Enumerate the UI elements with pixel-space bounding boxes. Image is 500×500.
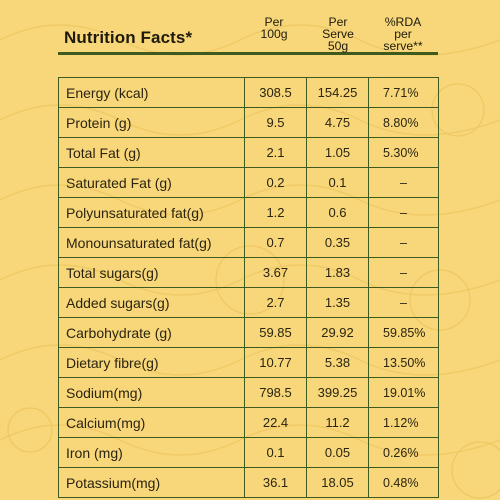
value-rda: – [368, 167, 439, 198]
value-rda: – [368, 197, 439, 228]
value-rda: 59.85% [368, 317, 439, 348]
table-row: Polyunsaturated fat(g) 1.2 0.6– [58, 197, 439, 228]
table-row: Energy (kcal) 308.5 154.25 7.71% [58, 77, 439, 108]
value-rda: 1.12% [368, 407, 439, 438]
value-per-serve: 399.25 [306, 377, 369, 408]
nutrient-name: Energy (kcal) [58, 77, 245, 108]
table-row: Monounsaturated fat(g) 0.7 0.35– [58, 227, 439, 258]
nutrient-name: Saturated Fat (g) [58, 167, 245, 198]
table-row: Sodium(mg) 798.5 399.25 19.01% [58, 377, 439, 408]
value-rda: 0.26% [368, 437, 439, 468]
nutrient-name: Calcium(mg) [58, 407, 245, 438]
nutrient-name: Total Fat (g) [58, 137, 245, 168]
value-rda: 13.50% [368, 347, 439, 378]
table-row: Added sugars(g) 2.7 1.35– [58, 287, 439, 318]
table-header: Nutrition Facts* Per 100g Per Serve 50g %RD… [58, 8, 438, 55]
table-row: Carbohydrate (g) 59.85 29.92 59.85% [58, 317, 439, 348]
column-header-rda: %RDA per serve** [383, 15, 423, 53]
value-per-serve: 1.35 [306, 287, 369, 318]
column-header-per-100g: Per 100g [260, 15, 288, 41]
value-per-serve: 5.38 [306, 347, 369, 378]
value-rda: 7.71% [368, 77, 439, 108]
table-row: Calcium(mg) 22.4 11.2 1.12% [58, 407, 439, 438]
nutrient-name: Sodium(mg) [58, 377, 245, 408]
table-row: Total sugars(g) 3.67 1.83– [58, 257, 439, 288]
value-per-100g: 798.5 [244, 377, 307, 408]
value-per-100g: 9.5 [244, 107, 307, 138]
value-rda: 8.80% [368, 107, 439, 138]
value-per-serve: 4.75 [306, 107, 369, 138]
value-per-serve: 11.2 [306, 407, 369, 438]
value-rda: 19.01% [368, 377, 439, 408]
value-per-serve: 18.05 [306, 467, 369, 498]
column-header-per-serve: Per Serve 50g [322, 15, 354, 53]
value-per-100g: 0.7 [244, 227, 307, 258]
value-per-serve: 154.25 [306, 77, 369, 108]
value-per-100g: 2.7 [244, 287, 307, 318]
nutrient-name: Total sugars(g) [58, 257, 245, 288]
nutrient-name: Iron (mg) [58, 437, 245, 468]
value-per-100g: 59.85 [244, 317, 307, 348]
value-per-serve: 0.6 [306, 197, 369, 228]
nutrient-name: Monounsaturated fat(g) [58, 227, 245, 258]
value-rda: 5.30% [368, 137, 439, 168]
value-rda: – [368, 287, 439, 318]
nutrition-facts-panel: Nutrition Facts* Per 100g Per Serve 50g %RD… [58, 8, 439, 498]
nutrition-table: Energy (kcal) 308.5 154.25 7.71% Protein (g)… [58, 77, 439, 498]
table-row: Iron (mg) 0.1 0.05 0.26% [58, 437, 439, 468]
value-per-serve: 0.35 [306, 227, 369, 258]
nutrient-name: Protein (g) [58, 107, 245, 138]
value-per-100g: 36.1 [244, 467, 307, 498]
value-rda: – [368, 227, 439, 258]
value-rda: 0.48% [368, 467, 439, 498]
table-row: Total Fat (g) 2.1 1.05 5.30% [58, 137, 439, 168]
value-per-100g: 0.2 [244, 167, 307, 198]
nutrient-name: Potassium(mg) [58, 467, 245, 498]
value-per-100g: 22.4 [244, 407, 307, 438]
value-per-100g: 10.77 [244, 347, 307, 378]
value-per-serve: 1.05 [306, 137, 369, 168]
table-row: Potassium(mg) 36.1 18.05 0.48% [58, 467, 439, 498]
value-per-100g: 2.1 [244, 137, 307, 168]
nutrient-name: Carbohydrate (g) [58, 317, 245, 348]
table-row: Dietary fibre(g) 10.77 5.38 13.50% [58, 347, 439, 378]
value-per-serve: 0.1 [306, 167, 369, 198]
value-per-100g: 0.1 [244, 437, 307, 468]
value-per-serve: 0.05 [306, 437, 369, 468]
nutrient-name: Polyunsaturated fat(g) [58, 197, 245, 228]
table-row: Protein (g) 9.5 4.75 8.80% [58, 107, 439, 138]
value-per-100g: 3.67 [244, 257, 307, 288]
value-rda: – [368, 257, 439, 288]
table-row: Saturated Fat (g) 0.2 0.1– [58, 167, 439, 198]
value-per-serve: 29.92 [306, 317, 369, 348]
nutrient-name: Dietary fibre(g) [58, 347, 245, 378]
value-per-serve: 1.83 [306, 257, 369, 288]
value-per-100g: 1.2 [244, 197, 307, 228]
nutrient-name: Added sugars(g) [58, 287, 245, 318]
value-per-100g: 308.5 [244, 77, 307, 108]
table-title: Nutrition Facts* [64, 28, 193, 47]
